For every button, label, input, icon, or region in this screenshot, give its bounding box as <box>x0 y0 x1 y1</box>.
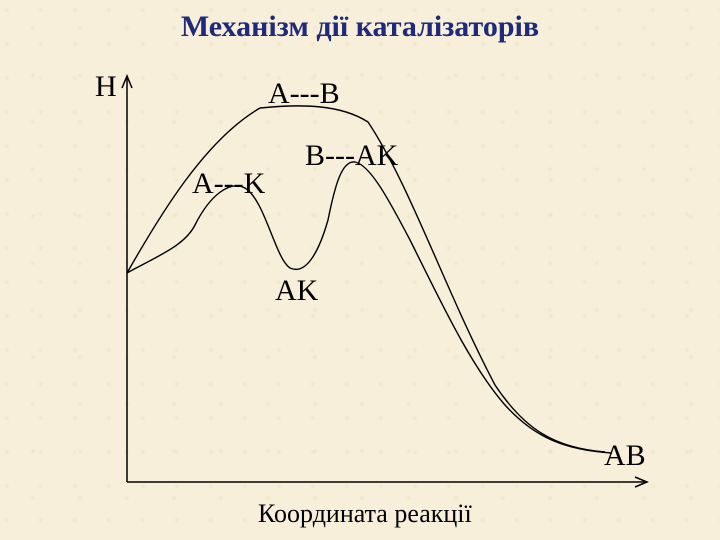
x-axis-arrow-icon <box>634 476 649 488</box>
label-catalyzed-transition-state: B---AK <box>305 139 399 172</box>
uncatalyzed-curve <box>126 105 606 453</box>
y-axis-label: H <box>95 70 117 103</box>
label-intermediate: AK <box>275 274 319 307</box>
slide-title: Механізм дії каталізаторів <box>180 10 540 43</box>
label-catalyst-complex: A---K <box>192 167 266 200</box>
y-axis-arrow-icon <box>121 74 133 89</box>
label-uncatalyzed-transition-state: A---B <box>268 77 340 110</box>
label-product: AB <box>604 439 646 472</box>
x-axis-label: Координата реакції <box>258 499 473 528</box>
catalyzed-curve <box>126 161 613 454</box>
